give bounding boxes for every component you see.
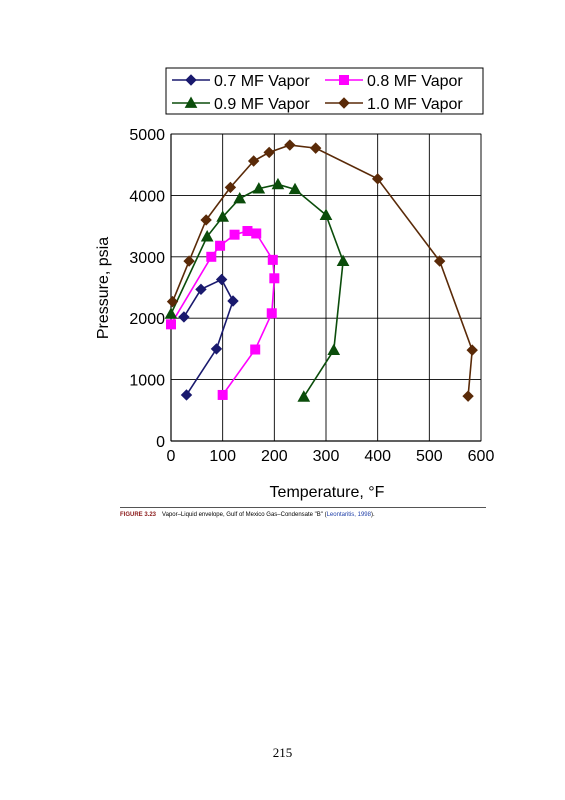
data-point [242,226,253,237]
data-point [371,173,384,185]
data-point [247,155,260,167]
y-tick-label: 1000 [129,373,165,390]
data-point [263,146,275,159]
y-tick-label: 4000 [129,188,165,205]
data-point [210,343,223,355]
data-point [166,295,179,308]
series-2 [166,226,280,400]
caption-text: Vapor–Liquid envelope, Gulf of Mexico Ga… [162,512,327,518]
data-point [217,389,228,400]
series-4 [166,139,478,402]
figure-label: FIGURE 3.23 [120,512,157,518]
caption-citation[interactable]: Leontaritis, 1998 [326,512,371,518]
data-point [433,255,446,267]
data-point [466,344,478,356]
y-axis-label: Pressure, psia [95,237,112,339]
x-axis-label: Temperature, °F [270,484,385,501]
legend-entry: 0.9 MF Vapor [172,96,310,113]
y-tick-label: 2000 [129,311,165,328]
data-point [336,254,350,266]
page-number: 215 [272,745,293,760]
plot-area: 0 100 200 300 400 500 600 0 1000 2000 3000 4000 5000 [129,127,494,465]
series-1 [178,273,239,401]
legend-marker [184,96,198,108]
legend-entry: 0.8 MF Vapor [325,73,463,90]
data-point [269,273,280,284]
figure-caption: FIGURE 3.23 Vapor–Liquid envelope, Gulf o… [120,512,490,518]
legend: 0.7 MF Vapor 0.8 MF Vapor 0.9 MF Vapor 1.0 … [165,67,484,115]
data-point [271,177,285,190]
x-tick-label: 100 [209,448,236,465]
x-tick-label: 600 [468,448,495,465]
data-point [319,208,333,220]
data-point [327,343,341,356]
data-point [229,229,240,240]
legend-entry: 0.7 MF Vapor [172,73,310,90]
data-point [224,181,237,194]
data-point [178,311,190,323]
caption-end: ). [370,512,375,518]
data-point [297,390,311,402]
series-line [171,144,474,397]
legend-marker [339,75,349,85]
data-point [206,251,217,262]
legend-box [165,67,484,115]
data-point [216,210,230,222]
data-point [195,283,207,296]
data-point [251,228,262,239]
y-tick-label: 3000 [129,250,165,267]
y-tick-label: 0 [156,434,165,451]
data-point [284,139,296,151]
caption-rule [120,507,486,508]
x-tick-label: 0 [167,448,176,465]
legend-marker [338,97,350,109]
data-point [462,390,474,402]
legend-label: 0.9 MF Vapor [214,96,310,113]
data-point [227,295,239,307]
legend-label: 0.8 MF Vapor [367,73,463,90]
data-point [180,389,193,401]
data-point [267,254,278,265]
x-tick-label: 200 [261,448,288,465]
data-point [215,273,228,286]
data-point [183,255,195,267]
data-point [309,142,322,154]
data-point [166,319,176,330]
legend-entry: 1.0 MF Vapor [325,96,463,113]
data-point [233,191,247,204]
x-tick-label: 300 [313,448,340,465]
x-tick-label: 400 [364,448,391,465]
legend-label: 1.0 MF Vapor [367,96,463,113]
series-3 [164,177,350,402]
legend-marker [185,74,197,86]
data-point [164,307,178,319]
data-point [266,308,277,319]
data-point [200,230,214,242]
data-point [200,214,212,226]
data-point [288,182,302,195]
x-tick-label: 500 [416,448,443,465]
series-line [183,278,234,396]
data-point [215,240,226,251]
data-point [250,344,261,355]
data-point [252,182,266,194]
y-tick-label: 5000 [129,127,165,144]
legend-label: 0.7 MF Vapor [214,73,310,90]
